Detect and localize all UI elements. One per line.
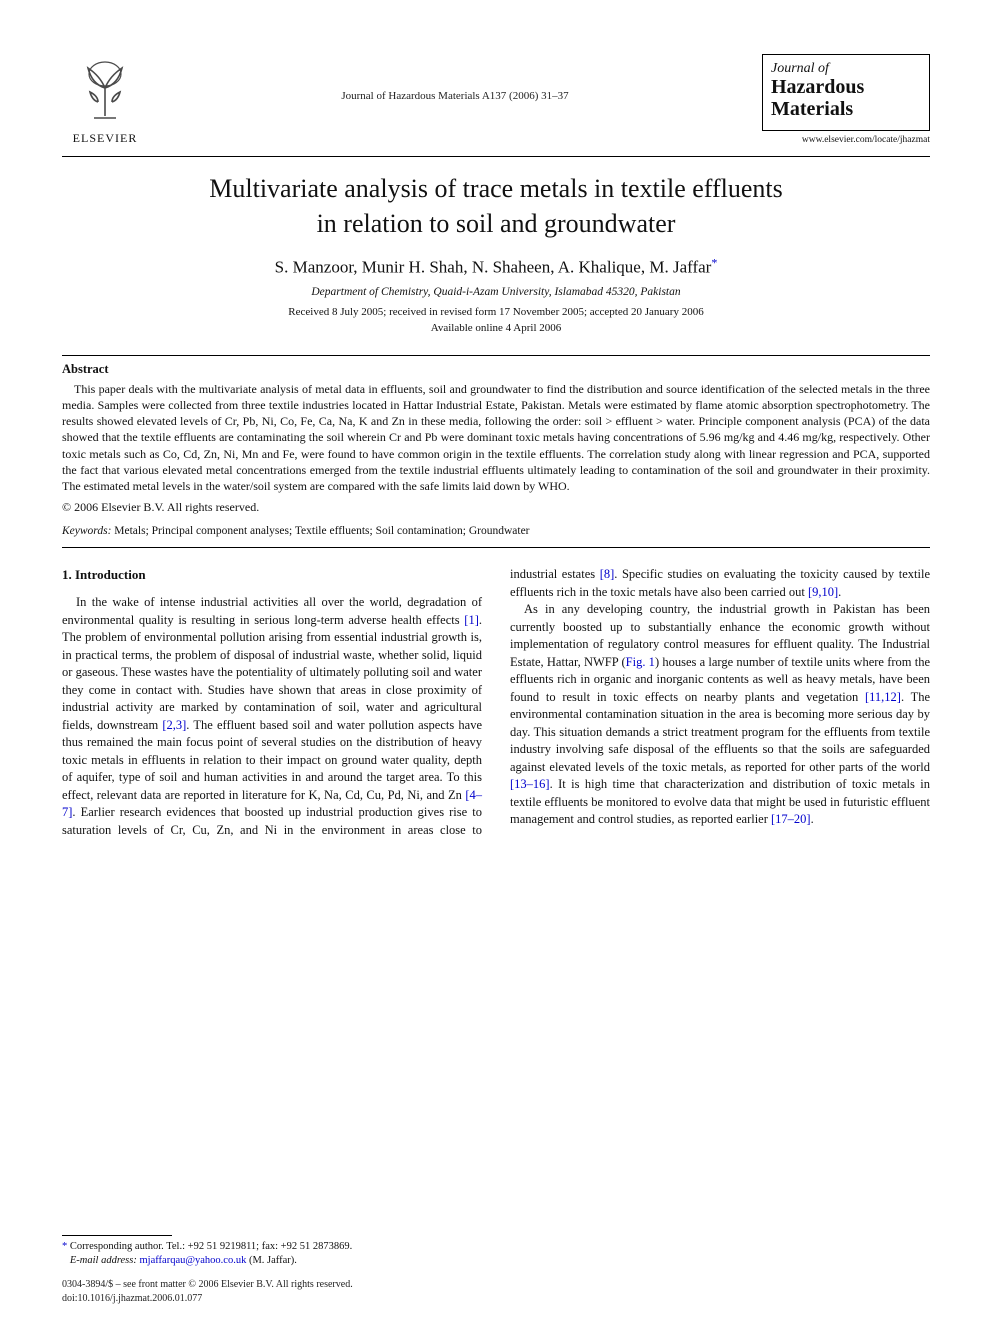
footnote-star-icon: * <box>62 1241 67 1252</box>
ref-link-17-20[interactable]: [17–20] <box>771 812 811 826</box>
journal-url[interactable]: www.elsevier.com/locate/jhazmat <box>762 135 930 145</box>
p1f: . <box>838 585 841 599</box>
fig-link-1[interactable]: Fig. 1 <box>626 655 655 669</box>
ref-link-13-16[interactable]: [13–16] <box>510 777 550 791</box>
ref-link-8[interactable]: [8] <box>600 567 615 581</box>
email-who: (M. Jaffar). <box>246 1255 297 1266</box>
footnote-corr-text: Corresponding author. Tel.: +92 51 92198… <box>70 1241 352 1252</box>
p1a: In the wake of intense industrial activi… <box>62 595 482 627</box>
keywords-line: Keywords: Metals; Principal component an… <box>62 525 930 537</box>
footnote-rule <box>62 1235 172 1236</box>
copyright-line: © 2006 Elsevier B.V. All rights reserved… <box>62 500 930 515</box>
ref-link-9-10[interactable]: [9,10] <box>808 585 838 599</box>
abstract-heading: Abstract <box>62 362 930 377</box>
journal-box-wrap: Journal of Hazardous Materials www.elsev… <box>762 54 930 145</box>
journal-box-line3: Materials <box>771 98 921 120</box>
p2e: . <box>811 812 814 826</box>
keywords-text: Metals; Principal component analyses; Te… <box>111 525 529 537</box>
article-body: 1. Introduction In the wake of intense i… <box>62 566 930 839</box>
publisher-block: ELSEVIER <box>62 54 148 146</box>
email-label: E-mail address: <box>70 1255 137 1266</box>
footnote-block: * Corresponding author. Tel.: +92 51 921… <box>62 1235 472 1269</box>
body-paragraph-2: As in any developing country, the indust… <box>510 601 930 829</box>
elsevier-logo-icon <box>70 54 140 124</box>
doi-line: doi:10.1016/j.jhazmat.2006.01.077 <box>62 1292 353 1306</box>
dates-line1: Received 8 July 2005; received in revise… <box>288 306 703 318</box>
top-rule <box>62 156 930 157</box>
ref-link-2-3[interactable]: [2,3] <box>162 718 186 732</box>
abstract-top-rule <box>62 355 930 356</box>
journal-box-line2: Hazardous <box>771 76 921 98</box>
ref-link-11-12[interactable]: [11,12] <box>865 690 901 704</box>
bottom-meta: 0304-3894/$ – see front matter © 2006 El… <box>62 1278 353 1305</box>
abstract-body: This paper deals with the multivariate a… <box>62 381 930 494</box>
corresponding-marker[interactable]: * <box>711 258 717 277</box>
email-link[interactable]: mjaffarqau@yahoo.co.uk <box>139 1255 246 1266</box>
journal-title-box: Journal of Hazardous Materials <box>762 54 930 131</box>
footnote-corresponding: * Corresponding author. Tel.: +92 51 921… <box>62 1240 472 1255</box>
publisher-label: ELSEVIER <box>62 131 148 146</box>
corr-star: * <box>711 255 717 269</box>
authors-text: S. Manzoor, Munir H. Shah, N. Shaheen, A… <box>275 258 712 277</box>
dates-line2: Available online 4 April 2006 <box>431 322 562 334</box>
affiliation: Department of Chemistry, Quaid-i-Azam Un… <box>62 286 930 298</box>
article-dates: Received 8 July 2005; received in revise… <box>62 304 930 337</box>
p2d: . It is high time that characterization … <box>510 777 930 826</box>
p1b: . The problem of environmental pollution… <box>62 613 482 732</box>
ref-link-1[interactable]: [1] <box>464 613 479 627</box>
front-matter-line: 0304-3894/$ – see front matter © 2006 El… <box>62 1278 353 1292</box>
title-line2: in relation to soil and groundwater <box>317 209 676 238</box>
journal-box-line1: Journal of <box>771 61 921 76</box>
journal-reference: Journal of Hazardous Materials A137 (200… <box>148 54 762 102</box>
footnote-email-line: E-mail address: mjaffarqau@yahoo.co.uk (… <box>62 1254 472 1269</box>
article-title: Multivariate analysis of trace metals in… <box>82 171 910 241</box>
abstract-text: This paper deals with the multivariate a… <box>62 382 930 493</box>
keywords-label: Keywords: <box>62 525 111 537</box>
title-line1: Multivariate analysis of trace metals in… <box>209 174 783 203</box>
abstract-bottom-rule <box>62 547 930 548</box>
section-1-heading: 1. Introduction <box>62 566 482 584</box>
page-header: ELSEVIER Journal of Hazardous Materials … <box>62 54 930 146</box>
authors-line: S. Manzoor, Munir H. Shah, N. Shaheen, A… <box>62 255 930 278</box>
